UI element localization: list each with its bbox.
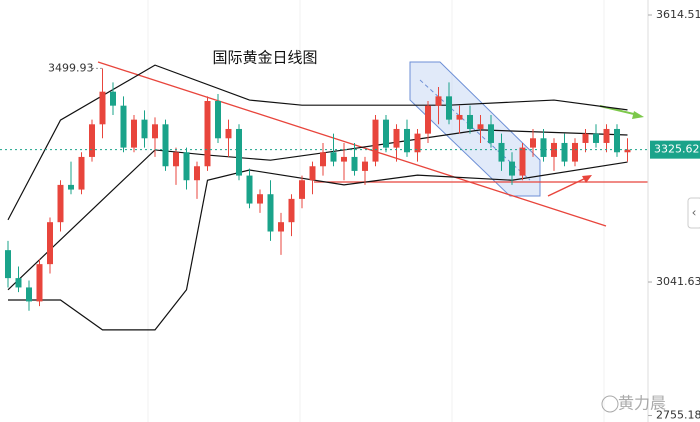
candle-body [383,119,389,148]
candle-body [351,156,358,171]
candle-body [47,222,53,265]
candle-body [425,105,431,134]
candle-body [509,161,515,176]
candle-body [225,128,232,139]
candle-body [120,105,127,148]
watermark: 黄力晨 [618,394,666,413]
candle-body [89,124,95,157]
candle-body [68,184,74,190]
band-line [7,129,628,291]
candle-body [141,119,148,139]
band-line [8,161,628,331]
candle-body [278,222,284,232]
candle-body [477,124,484,129]
last-price-box [650,140,700,159]
channel [409,61,541,197]
expand-icon[interactable]: ‹ [692,206,697,220]
candle-body [183,152,190,181]
high-label: 3499.93 [48,61,94,74]
candle-body [488,124,494,143]
candle-body [309,166,316,181]
last-price-label: 3325.62 [654,143,700,156]
candle-body [162,124,169,167]
candle-body [26,287,32,302]
candle-body [435,96,442,106]
candle-body [215,101,221,139]
candle-body [5,250,11,279]
candle-body [372,119,379,162]
candle-body [78,156,85,190]
candle-body [404,128,410,153]
candle-body [299,180,305,199]
expand-button[interactable] [687,197,700,229]
y-tick-label: 3614.51 [656,8,700,21]
candle-body [393,128,400,148]
candle-body [99,91,106,125]
candle-body [362,161,368,171]
candle-body [194,166,200,181]
candle-body [582,133,589,143]
candle-body [614,128,620,153]
candle-body [57,184,64,223]
candle-body [561,142,568,162]
candle-body [593,133,599,143]
candle-body [110,91,116,106]
arrow-head [632,111,644,119]
arrow [547,176,589,197]
candle-body [551,142,557,157]
candle-body [236,128,242,176]
candle-body [530,138,536,148]
candle-body [173,152,179,167]
candle-body [519,147,526,176]
candle-body [498,142,505,162]
candle-body [456,114,463,120]
candle-body [540,138,547,157]
candle-body [467,114,473,129]
band-line [7,64,628,221]
y-tick-label: 2755.18 [656,409,700,422]
candle-body [267,194,274,232]
candle-body [572,142,578,162]
candle-body [320,152,326,167]
candle-body [15,278,22,288]
candle-body [446,96,452,120]
candle-body [204,101,211,167]
candle-body [131,119,137,148]
chart-title: 国际黄金日线图 [212,49,317,67]
y-tick-label: 3041.63 [656,275,700,288]
arrow-head [582,175,592,183]
candle-body [603,128,610,143]
trend-line [97,61,607,227]
candle-body [257,194,263,204]
candle-body [152,124,158,139]
candle-body [288,198,295,223]
candle-body [341,156,347,162]
candle-body [624,149,631,153]
candle-body [330,152,337,162]
watermark-icon [601,395,619,413]
candle-body [246,175,253,204]
candle-body [414,133,421,153]
candle-body [36,264,43,302]
